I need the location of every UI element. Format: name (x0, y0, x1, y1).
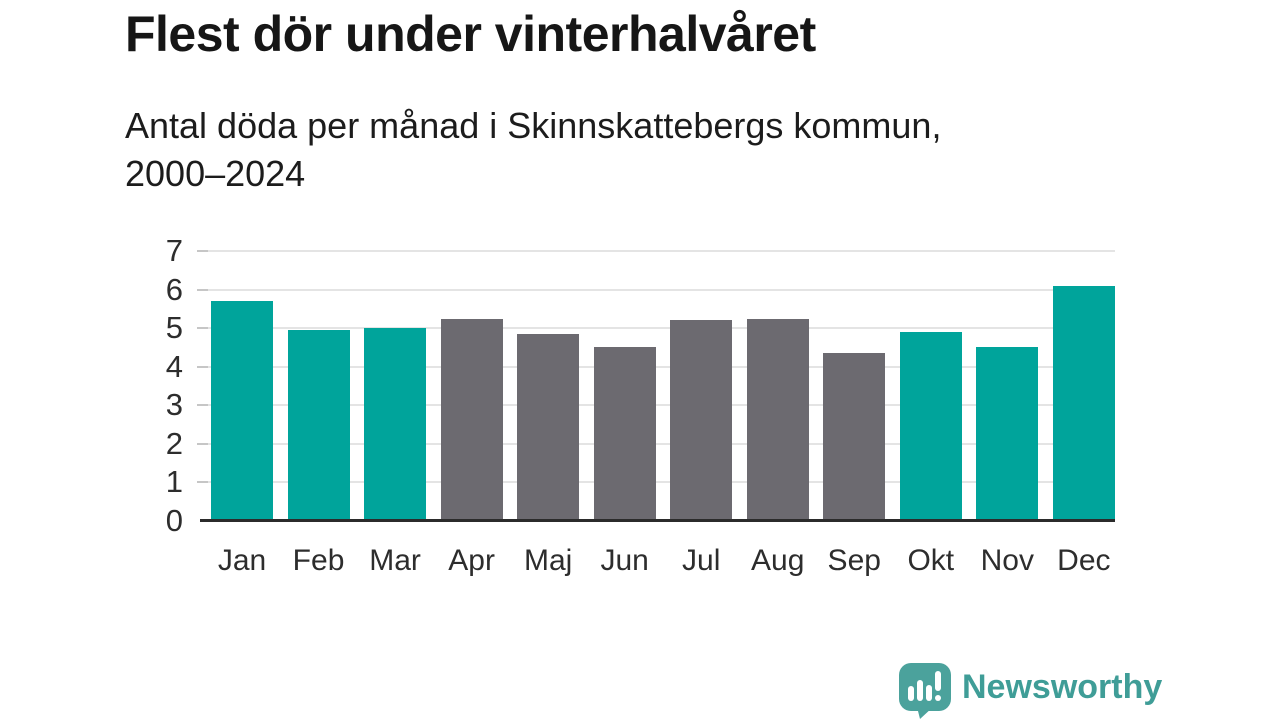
bar-slot: Dec (1052, 251, 1115, 576)
chart-subtitle-line2: 2000–2024 (125, 153, 306, 194)
y-tick-mark (197, 327, 208, 330)
gridline (200, 327, 1115, 330)
bar (899, 332, 962, 521)
bar (364, 328, 427, 521)
x-tick-label: Okt (907, 544, 955, 577)
bar-slot: Aug (746, 251, 809, 576)
x-tick-label: Maj (523, 544, 573, 577)
gridline (200, 481, 1115, 484)
bar (211, 301, 273, 521)
bar-slot: Okt (899, 251, 962, 576)
bar-slot: Feb (287, 251, 350, 576)
newsworthy-logo: Newsworthy (897, 661, 1162, 719)
bar (517, 333, 580, 521)
x-tick-label: Jan (217, 544, 267, 577)
bar (976, 347, 1039, 521)
y-tick-mark (197, 288, 208, 291)
y-tick-mark (197, 442, 208, 445)
gridline (200, 250, 1115, 252)
x-tick-label: Sep (827, 544, 881, 577)
y-tick-mark (197, 404, 208, 407)
x-tick-label: Apr (448, 544, 495, 577)
y-tick-label: 5 (165, 310, 183, 346)
bar-slot: Mar (364, 251, 427, 576)
bar-slot: Nov (976, 251, 1039, 576)
y-tick-label: 2 (165, 425, 183, 461)
gridline (200, 442, 1115, 445)
bar-slot: Jun (593, 251, 656, 576)
chart-title: Flest dör under vinterhalvåret (125, 6, 816, 62)
bar (593, 347, 656, 521)
y-tick-label: 3 (165, 387, 183, 423)
y-tick-mark (197, 250, 208, 252)
bar (823, 353, 886, 521)
bar-slot: Maj (517, 251, 580, 576)
x-tick-label: Jun (600, 544, 649, 577)
bar-slot: Apr (440, 251, 503, 576)
bar (670, 320, 733, 521)
bar-slot: Jan (211, 251, 273, 576)
x-tick-label: Dec (1057, 544, 1111, 577)
bar-slot: Sep (823, 251, 886, 576)
bar-slot: Jul (670, 251, 733, 576)
y-tick-label: 4 (165, 348, 183, 384)
gridline (200, 404, 1115, 407)
gridline (200, 365, 1115, 368)
bars-container: Jan Feb Mar Apr Maj Jun Jul Aug Sep Okt Nov Dec (200, 251, 1115, 576)
chart-subtitle-line1: Antal döda per månad i Skinnskattebergs … (125, 105, 942, 146)
bar (746, 318, 809, 521)
y-tick-label: 1 (165, 464, 183, 500)
y-tick-mark (197, 365, 208, 368)
chart-subtitle: Antal döda per månad i Skinnskattebergs … (125, 102, 941, 198)
x-tick-label: Jul (682, 544, 721, 577)
x-tick-label: Mar (369, 544, 421, 577)
x-tick-label: Feb (292, 544, 345, 577)
gridline (200, 288, 1115, 291)
bar (1052, 285, 1115, 521)
x-axis-line (200, 519, 1115, 522)
x-tick-label: Aug (751, 544, 805, 577)
bar (440, 318, 503, 521)
bar (287, 330, 350, 521)
y-tick-label: 6 (165, 271, 183, 307)
newsworthy-wordmark: Newsworthy (962, 668, 1163, 706)
y-tick-label: 7 (165, 233, 183, 268)
y-tick-mark (197, 481, 208, 484)
y-tick-label: 0 (165, 503, 183, 538)
x-tick-label: Nov (980, 544, 1034, 577)
newsworthy-bubble-icon (899, 663, 951, 719)
